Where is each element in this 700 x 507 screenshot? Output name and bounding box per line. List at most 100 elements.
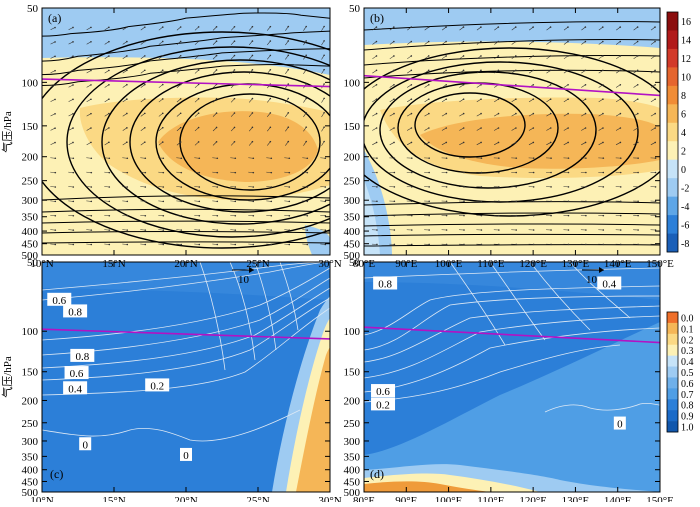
wind-arrow-head (585, 55, 587, 57)
wind-arrow-head (234, 127, 236, 129)
wind-arrow-head (515, 98, 517, 100)
wind-arrow-head (428, 84, 430, 86)
colorbar-label: -2 (681, 183, 689, 194)
wind-arrow-head (498, 127, 500, 129)
wind-arrow-head (252, 98, 254, 100)
wind-arrow-head (126, 113, 128, 115)
wind-arrow-head (54, 244, 56, 246)
wind-arrow-head (498, 186, 500, 188)
wind-arrow-head (144, 157, 146, 159)
wind-arrow-head (637, 41, 639, 43)
wind-arrow-head (306, 186, 308, 188)
wind-arrow-head (393, 55, 395, 57)
wind-arrow-head (655, 229, 657, 231)
y-tick-label: 150 (344, 367, 361, 379)
wind-arrow-head (533, 172, 535, 174)
x-tick-label: 15°N (102, 495, 125, 502)
wind-arrow-head (252, 127, 254, 129)
wind-arrow-head (287, 40, 289, 42)
wind-arrow-head (234, 229, 236, 231)
wind-arrow-head (550, 157, 552, 159)
wind-arrow-head (620, 244, 622, 246)
wind-arrow-head (463, 157, 465, 159)
wind-arrow-head (602, 98, 604, 100)
wind-arrow-head (620, 200, 622, 202)
wind-arrow-head (445, 142, 447, 144)
y-tick-label: 400 (22, 465, 39, 477)
wind-arrow-head (585, 41, 587, 43)
wind-arrow-head (655, 172, 657, 174)
wind-arrow-head (498, 244, 500, 246)
y-tick-label: 400 (344, 465, 361, 477)
wind-arrow-head (428, 55, 430, 57)
colorbar-label: 2 (681, 146, 686, 157)
wind-arrow-head (376, 41, 378, 43)
wind-arrow-head (533, 200, 535, 202)
wind-arrow-head (481, 244, 483, 246)
wind-arrow-head (655, 157, 657, 159)
colorbar-segment (667, 104, 678, 123)
wind-arrow-head (72, 70, 74, 72)
wind-arrow-head (568, 186, 570, 188)
y-tick-label: 300 (22, 436, 39, 448)
wind-arrow-head (323, 98, 325, 100)
wind-arrow-head (394, 172, 396, 174)
wind-arrow-head (463, 70, 465, 72)
wind-arrow-head (498, 157, 500, 159)
wind-arrow-head (411, 172, 413, 174)
wind-arrow-head (252, 215, 254, 217)
wind-arrow-head (126, 215, 128, 217)
wind-arrow-head (72, 41, 74, 43)
wind-arrow-head (602, 41, 604, 43)
wind-arrow-head (585, 157, 587, 159)
wind-arrow-head (637, 200, 639, 202)
colorbar-segment (667, 323, 678, 334)
wind-arrow-head (324, 157, 326, 159)
wind-arrow-head (637, 113, 639, 115)
wind-arrow-head (234, 215, 236, 217)
wind-arrow-head (270, 26, 272, 28)
wind-arrow-head (216, 112, 218, 114)
wind-arrow-head (445, 55, 447, 57)
wind-arrow-head (180, 41, 182, 43)
wind-arrow-head (463, 186, 465, 188)
wind-arrow-head (637, 215, 639, 217)
colorbar-label: 0.3 (681, 346, 694, 357)
wind-arrow-head (532, 70, 534, 72)
wind-arrow-head (394, 186, 396, 188)
wind-arrow-head (498, 215, 500, 217)
wind-arrow-head (252, 55, 254, 57)
wind-arrow-head (411, 55, 413, 57)
wind-arrow-head (72, 127, 74, 129)
colorbar-label: 6 (681, 110, 686, 121)
wind-arrow-head (498, 172, 500, 174)
wind-arrow-head (108, 141, 110, 143)
wind-arrow-head (234, 141, 236, 143)
colorbar-label: 16 (681, 17, 691, 28)
wind-arrow-head (54, 229, 56, 231)
wind-arrow-head (498, 142, 500, 144)
wind-arrow-head (428, 157, 430, 159)
wind-arrow-head (216, 40, 218, 42)
wind-arrow-head (144, 244, 146, 246)
y-tick-label: 500 (22, 487, 39, 499)
wind-arrow-head (585, 113, 587, 115)
wind-arrow-head (498, 26, 500, 28)
wind-arrow-head (515, 113, 517, 115)
wind-arrow-head (411, 127, 413, 129)
wind-arrow-head (637, 84, 639, 86)
contour-label: 0.2 (150, 380, 164, 392)
contour-label: 0.8 (68, 306, 82, 318)
wind-arrow-head (252, 112, 254, 114)
y-tick-label: 150 (22, 121, 39, 133)
y-tick-label: 250 (22, 176, 39, 188)
wind-arrow-head (162, 141, 164, 143)
y-tick-label: 100 (344, 77, 361, 89)
wind-arrow-head (72, 229, 74, 231)
colorbar-label: 0.9 (681, 412, 694, 423)
x-tick-label: 150°E (646, 495, 674, 502)
wind-arrow-head (480, 55, 482, 57)
colorbar-label: 0.7 (681, 390, 694, 401)
wind-arrow-head (481, 200, 483, 202)
y-tick-label: 350 (344, 212, 361, 224)
